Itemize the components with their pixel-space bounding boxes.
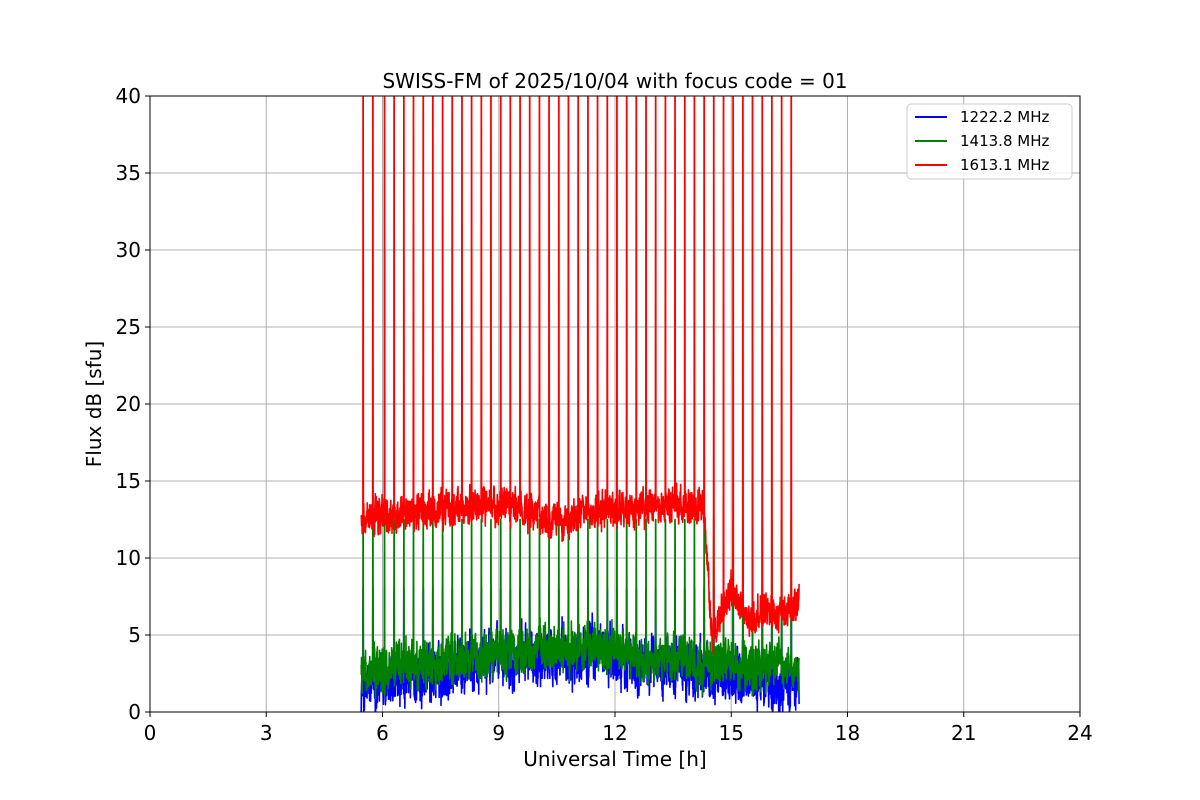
y-tick-label: 20 [116,392,141,416]
legend-label-1413: 1413.8 MHz [960,132,1049,150]
x-tick-label: 0 [144,721,157,745]
x-tick-label: 9 [492,721,505,745]
x-axis-ticks: 0 3 6 9 12 15 18 21 24 [144,712,1093,745]
x-tick-label: 18 [835,721,860,745]
series-line-1413.8 [360,518,800,700]
x-tick-label: 24 [1067,721,1092,745]
x-tick-label: 3 [260,721,273,745]
chart-title: SWISS-FM of 2025/10/04 with focus code =… [382,69,847,93]
y-tick-label: 35 [116,161,141,185]
y-tick-label: 25 [116,315,141,339]
x-tick-label: 15 [719,721,744,745]
series-line-1613.1 [360,96,800,654]
y-tick-label: 5 [128,623,141,647]
y-tick-label: 15 [116,469,141,493]
legend: 1222.2 MHz 1413.8 MHz 1613.1 MHz [906,103,1073,180]
x-tick-label: 6 [376,721,389,745]
x-axis-label: Universal Time [h] [523,747,706,771]
y-tick-label: 30 [116,238,141,262]
y-axis-label: Flux dB [sfu] [82,341,106,467]
series-layer [360,96,800,712]
y-tick-label: 0 [128,700,141,724]
legend-label-1222: 1222.2 MHz [960,108,1049,126]
x-tick-label: 21 [951,721,976,745]
y-axis-ticks: 0 5 10 15 20 25 30 35 40 [116,84,150,724]
y-tick-label: 40 [116,84,141,108]
x-tick-label: 12 [602,721,627,745]
legend-label-1613: 1613.1 MHz [960,156,1049,174]
y-tick-label: 10 [116,546,141,570]
legend-box [906,103,1073,180]
